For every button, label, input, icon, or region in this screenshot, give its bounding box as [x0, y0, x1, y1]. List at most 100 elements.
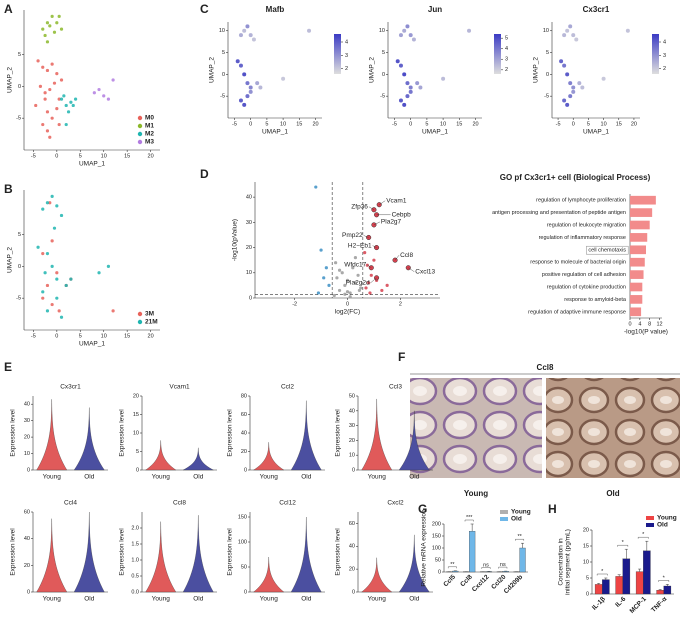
point [50, 302, 54, 307]
point [316, 291, 321, 295]
error-bar [658, 589, 662, 591]
point [258, 85, 263, 90]
point [314, 185, 318, 189]
gene-leader [394, 255, 400, 261]
y-tick-label: -5 [544, 94, 549, 100]
gene-leader [372, 245, 377, 248]
violin [145, 440, 177, 471]
legend-label: M3 [145, 139, 154, 146]
point [41, 122, 45, 127]
bar [630, 245, 646, 255]
y-tick-label: 5 [18, 52, 21, 58]
y-axis-label: Expression level [119, 528, 126, 576]
point [307, 28, 312, 33]
legend-label: Old [657, 522, 668, 529]
legend-swatch [137, 123, 143, 129]
chart-title: Ccl8 [173, 500, 186, 507]
x-tick-label: 4 [638, 321, 641, 327]
y-tick-label: 20 [349, 438, 355, 444]
colorbar [652, 34, 659, 74]
point [38, 84, 43, 88]
point [467, 28, 472, 33]
point [369, 273, 373, 277]
y-tick-label: 10 [246, 270, 252, 276]
point [242, 72, 247, 77]
significance-label: * [601, 569, 604, 575]
point [41, 252, 45, 256]
chart-title: Ccl4 [64, 500, 77, 507]
category-label: regulation of cytokine production [547, 284, 626, 290]
micrograph-title: Ccl8 [537, 363, 554, 372]
gene-point [374, 275, 380, 281]
colorbar-label: 3 [505, 57, 508, 63]
point [415, 81, 420, 86]
bar [630, 195, 656, 205]
y-tick-label: 0 [438, 569, 441, 575]
y-tick-label: 0 [244, 589, 247, 595]
y-tick-label: 2.0 [131, 525, 139, 531]
point [45, 252, 50, 256]
point [50, 14, 54, 18]
point [52, 81, 57, 85]
point [45, 21, 50, 25]
significance-label: ** [517, 534, 522, 540]
significance-bracket [464, 519, 474, 522]
point [55, 72, 59, 76]
y-axis-label: initial segment (pg/mL) [565, 529, 572, 595]
y-tick-label: 1.0 [131, 557, 139, 563]
y-tick-label: 10 [349, 453, 355, 459]
x-axis-label: UMAP_1 [422, 129, 448, 136]
chart-title: Ccl12 [279, 500, 296, 507]
point [69, 100, 73, 104]
point [245, 81, 250, 86]
point [345, 290, 350, 294]
y-axis-label: UMAP_2 [209, 57, 216, 83]
legend-swatch [646, 523, 654, 527]
category-label: Old [84, 596, 95, 603]
violin [182, 515, 214, 593]
point [625, 28, 630, 33]
point [322, 276, 326, 280]
y-tick-label: 60 [349, 521, 355, 527]
legend-swatch [137, 139, 143, 145]
point [348, 295, 352, 299]
legend-label: 3M [145, 311, 154, 318]
point [255, 81, 260, 86]
gene-leader [379, 200, 386, 205]
chart-title: GO pf Cx3cr1+ cell (Biological Process) [500, 173, 651, 182]
significance-bracket [658, 580, 670, 582]
violin [398, 410, 430, 471]
point [238, 33, 243, 38]
point [45, 201, 50, 205]
point [248, 89, 253, 94]
category-label: positive regulation of cell adhesion [542, 272, 626, 278]
point [111, 309, 115, 313]
colorbar-label: 4 [505, 46, 508, 52]
x-axis-label: UMAP_1 [79, 161, 105, 168]
violin [145, 521, 177, 593]
gene-label: H2−Eb1 [348, 242, 372, 249]
y-tick-label: 50 [241, 564, 247, 570]
y-tick-label: -5 [16, 116, 21, 122]
x-tick-label: 20 [148, 153, 154, 159]
y-tick-label: 15 [583, 543, 589, 549]
significance-label: * [642, 532, 645, 538]
violin [290, 516, 322, 593]
point [411, 37, 416, 42]
point [242, 28, 247, 33]
point [34, 103, 38, 108]
error-bar [665, 584, 669, 586]
point [365, 263, 369, 267]
x-tick-label: 5 [79, 333, 82, 339]
point [41, 296, 45, 300]
point [111, 78, 115, 82]
x-tick-label: 0 [628, 321, 631, 327]
gene-label: Zfp36 [351, 203, 368, 210]
point [568, 81, 573, 86]
colorbar-label: 3 [345, 53, 348, 59]
category-label: IL-1β [591, 596, 607, 612]
x-tick-label: 20 [631, 121, 637, 127]
category-label: Young [43, 596, 62, 603]
category-label: TNF-α [650, 596, 668, 614]
x-tick-label: 15 [124, 333, 130, 339]
